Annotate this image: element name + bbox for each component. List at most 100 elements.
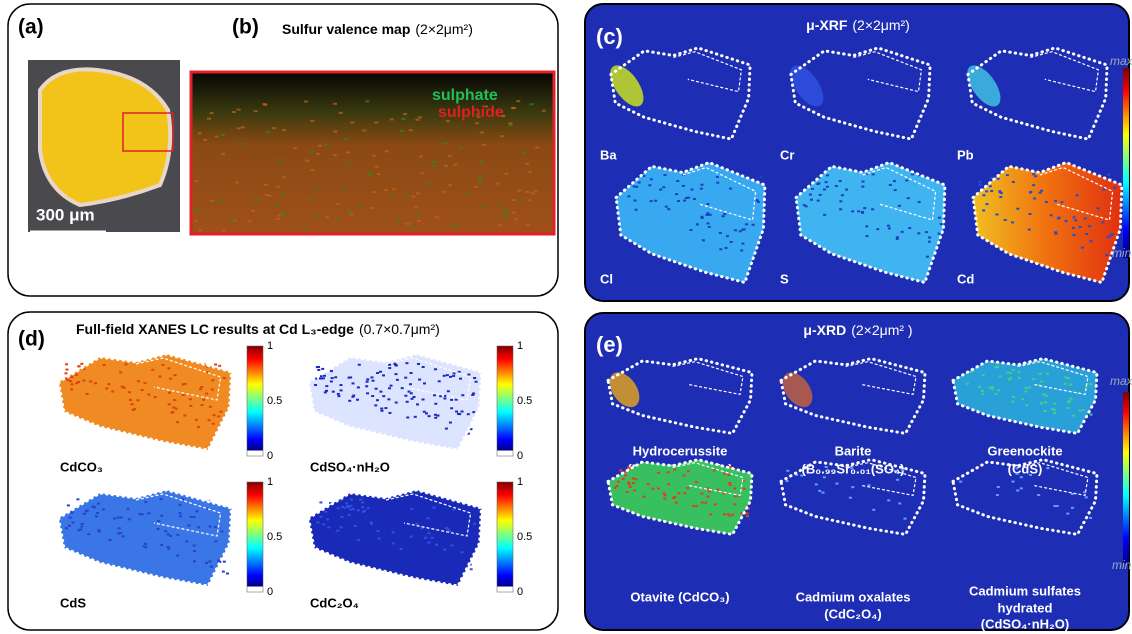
map-speckle <box>1090 240 1093 242</box>
map-speckle <box>185 540 188 542</box>
map-speckle <box>453 372 456 374</box>
map-speckle <box>316 522 319 524</box>
map-speckle <box>480 131 484 133</box>
map-speckle <box>617 481 620 483</box>
map-speckle <box>638 181 641 183</box>
map-speckle <box>119 371 122 373</box>
map-speckle <box>692 505 695 507</box>
map-speckle <box>178 504 181 506</box>
map-speckle <box>230 219 234 221</box>
colorbar-label: max <box>1110 374 1132 388</box>
map-speckle <box>223 561 226 563</box>
map-speckle <box>667 483 670 485</box>
map-speckle <box>434 403 437 405</box>
map-speckle <box>362 129 366 131</box>
map-speckle <box>404 194 408 196</box>
map-speckle <box>435 216 439 218</box>
colorbar <box>497 346 513 456</box>
map-speckle <box>896 238 899 240</box>
map-speckle <box>1012 369 1015 371</box>
map-speckle <box>371 395 374 397</box>
map-label: Hydrocerussite <box>633 443 728 458</box>
map-speckle <box>686 487 689 489</box>
map-speckle <box>147 394 150 396</box>
map-speckle <box>523 152 527 154</box>
map-speckle <box>650 178 653 180</box>
map-speckle <box>918 201 921 203</box>
map-speckle <box>310 120 314 122</box>
map-speckle <box>624 475 627 477</box>
map-speckle <box>314 215 318 217</box>
map-speckle <box>69 380 72 382</box>
map-speckle <box>675 502 678 504</box>
map-speckle <box>417 220 421 222</box>
map-speckle <box>370 376 373 378</box>
legend-entry: sulphate <box>432 87 498 104</box>
colorbar-label: min <box>1112 558 1132 572</box>
map-speckle <box>205 393 208 395</box>
map-speckle <box>303 228 307 230</box>
title-unit: (2×2μm² ) <box>851 322 912 338</box>
map-speckle <box>272 127 276 129</box>
map-speckle <box>803 204 806 206</box>
legend-entry: sulphide <box>438 104 504 121</box>
map-speckle <box>428 532 431 534</box>
map-speckle <box>279 159 283 161</box>
map-speckle <box>850 467 853 469</box>
map-speckle <box>158 376 161 378</box>
map-speckle <box>70 512 73 514</box>
map-speckle <box>1058 217 1061 219</box>
map-speckle <box>361 501 364 503</box>
map-speckle <box>266 131 270 133</box>
map-speckle <box>664 494 667 496</box>
map-speckle <box>107 383 110 385</box>
map-speckle <box>1069 383 1072 385</box>
map-speckle <box>367 507 370 509</box>
title-text: Full-field XANES LC results at Cd L₃-edg… <box>76 321 354 337</box>
map-speckle <box>69 517 72 519</box>
map-speckle <box>346 151 350 153</box>
map-speckle <box>320 516 323 518</box>
map-speckle <box>667 208 670 210</box>
map-speckle <box>447 390 450 392</box>
map-speckle <box>433 161 437 163</box>
map-speckle <box>203 139 207 141</box>
map-speckle <box>614 487 617 489</box>
map-speckle <box>314 186 318 188</box>
map-speckle <box>337 393 340 395</box>
map-label: Cadmium oxalates <box>796 589 911 604</box>
map-speckle <box>1033 197 1036 199</box>
map-speckle <box>482 144 486 146</box>
map-speckle <box>214 363 217 365</box>
map-speckle <box>634 200 637 202</box>
map-speckle <box>201 404 204 406</box>
map-speckle <box>209 406 212 408</box>
map-speckle <box>700 216 703 218</box>
map-speckle <box>700 188 703 190</box>
map-speckle <box>683 200 686 202</box>
title-text: μ-XRF <box>806 17 848 33</box>
map-speckle <box>1012 396 1015 398</box>
map-speckle <box>117 517 120 519</box>
panel-label: (e) <box>596 332 623 357</box>
map-speckle <box>1079 226 1082 228</box>
map-speckle <box>310 151 314 153</box>
map-speckle <box>664 174 667 176</box>
map-speckle <box>642 496 645 498</box>
map-speckle <box>835 185 838 187</box>
map-speckle <box>449 376 452 378</box>
map-speckle <box>319 501 322 503</box>
map-speckle <box>728 482 731 484</box>
map-speckle <box>352 508 355 510</box>
map-speckle <box>95 515 98 517</box>
map-speckle <box>113 517 116 519</box>
map-speckle <box>443 142 447 144</box>
map-speckle <box>517 201 521 203</box>
map-speckle <box>746 515 749 517</box>
map-speckle <box>673 469 676 471</box>
map-speckle <box>1012 181 1015 183</box>
map-speckle <box>87 533 90 535</box>
map-speckle <box>1028 229 1031 231</box>
map-speckle <box>187 524 190 526</box>
map-speckle <box>434 414 437 416</box>
